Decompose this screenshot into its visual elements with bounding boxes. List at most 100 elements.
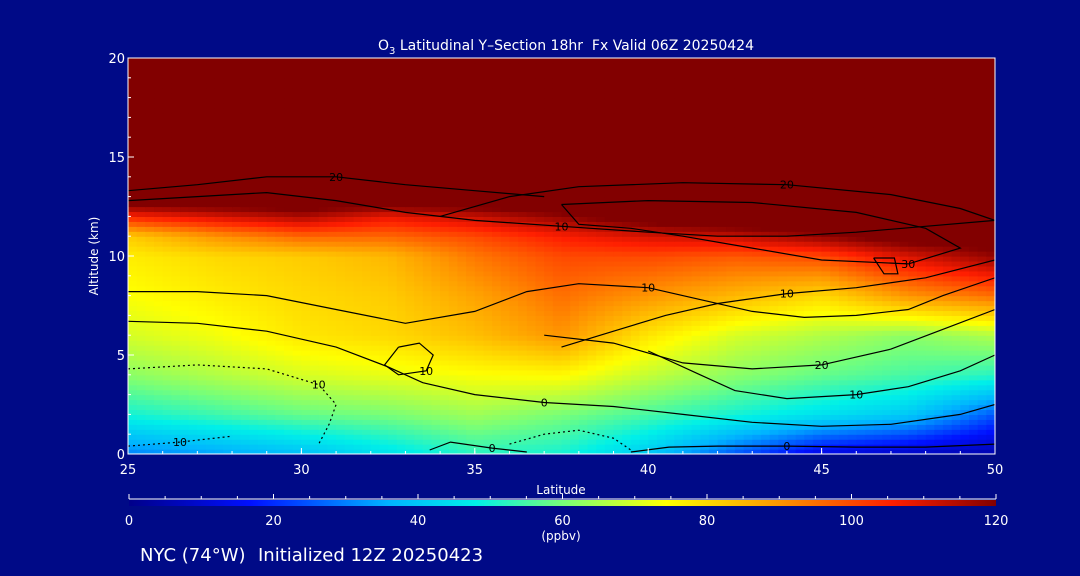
heatmap-cell [448,275,459,282]
heatmap-cell [362,389,372,396]
heatmap-cell [708,404,719,411]
heatmap-cell [336,414,346,420]
heatmap-cell [344,444,355,450]
heatmap-cell [830,315,840,321]
heatmap-cell [327,231,337,237]
heatmap-cell [648,300,658,307]
heatmap-cell [665,260,675,267]
heatmap-cell [301,211,311,217]
heatmap-cell [847,265,857,272]
heatmap-cell [691,265,701,272]
heatmap-cell [795,409,805,415]
heatmap-cell [570,364,580,371]
heatmap-cell [882,399,892,406]
heatmap-cell [136,404,146,411]
heatmap-cell [804,221,814,227]
heatmap-cell [890,340,901,346]
heatmap-cell [483,231,493,237]
heatmap-cell [483,389,493,396]
heatmap-cell [466,345,476,351]
heatmap-cell [344,241,355,247]
heatmap-cell [405,280,415,287]
heatmap-cell [986,379,995,386]
heatmap-cell [388,350,398,356]
heatmap-cell [726,226,736,232]
heatmap-cell [622,310,632,316]
heatmap-cell [362,424,372,430]
heatmap-cell [856,246,866,252]
heatmap-cell [882,236,892,242]
heatmap-cell [180,374,190,381]
heatmap-cell [509,275,519,282]
heatmap-cell [518,369,528,376]
heatmap-cell [154,211,164,217]
heatmap-cell [708,315,719,321]
heatmap-cell [925,310,935,316]
heatmap-cell [648,305,658,312]
heatmap-cell [760,206,771,213]
heatmap-cell [414,335,424,341]
heatmap-cell [275,300,285,307]
heatmap-cell [630,429,641,435]
heatmap-cell [483,270,493,277]
heatmap-cell [466,325,476,331]
heatmap-cell [752,216,762,222]
heatmap-cell [648,216,658,222]
heatmap-cell [414,424,424,430]
heatmap-cell [362,256,372,262]
heatmap-cell [448,389,459,396]
heatmap-cell [240,275,250,282]
heatmap-cell [422,325,433,331]
heatmap-cell [405,449,415,454]
heatmap-cell [457,424,467,430]
heatmap-cell [249,241,259,247]
heatmap-cell [223,325,233,331]
heatmap-cell [206,424,216,430]
heatmap-cell [188,389,198,396]
heatmap-cell [370,404,381,411]
heatmap-cell [622,260,632,267]
heatmap-cell [266,216,276,222]
heatmap-cell [804,350,814,356]
heatmap-cell [544,290,554,297]
heatmap-cell [301,325,311,331]
heatmap-cell [873,290,883,297]
heatmap-cell [743,265,753,272]
heatmap-cell [388,389,398,396]
heatmap-cell [544,216,554,222]
heatmap-cell [968,290,979,297]
heatmap-cell [258,419,268,425]
heatmap-cell [258,340,268,346]
heatmap-cell [934,384,944,391]
heatmap-cell [838,389,849,396]
heatmap-cell [726,285,736,292]
heatmap-cell [587,285,597,292]
heatmap-cell [769,216,779,222]
heatmap-cell [275,389,285,396]
heatmap-cell [388,409,398,415]
heatmap-cell [466,315,476,321]
heatmap-cell [544,359,554,366]
heatmap-cell [249,419,259,425]
heatmap-cell [154,241,164,247]
heatmap-cell [145,404,155,411]
heatmap-cell [821,236,831,242]
heatmap-cell [968,300,979,307]
heatmap-cell [336,280,346,287]
heatmap-cell [214,355,224,361]
heatmap-cell [578,325,589,331]
heatmap-cell [275,226,285,232]
heatmap-cell [448,394,459,401]
heatmap-cell [830,419,840,425]
heatmap-cell [925,409,935,415]
heatmap-cell [275,236,285,242]
heatmap-cell [171,315,181,321]
heatmap-cell [535,444,545,450]
heatmap-cell [544,355,554,361]
heatmap-cell [726,325,736,331]
heatmap-cell [518,394,528,401]
heatmap-cell [622,251,632,257]
heatmap-cell [431,389,441,396]
heatmap-cell [379,226,389,232]
heatmap-cell [639,345,649,351]
